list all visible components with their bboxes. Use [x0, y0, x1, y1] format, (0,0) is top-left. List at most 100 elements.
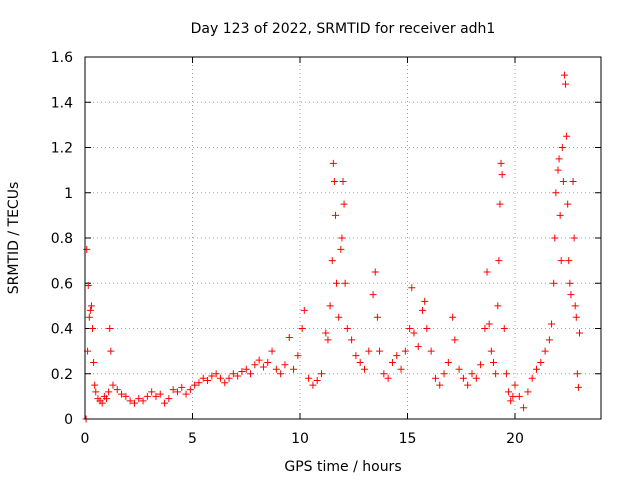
data-point	[178, 383, 186, 391]
data-point	[122, 392, 130, 400]
data-point	[103, 395, 110, 403]
data-point	[524, 388, 532, 396]
data-point	[397, 365, 405, 373]
data-point	[537, 358, 545, 366]
data-point	[199, 374, 207, 382]
data-point	[555, 155, 563, 163]
data-point	[550, 279, 558, 287]
data-point	[565, 257, 573, 265]
data-point	[563, 132, 571, 140]
data-point	[451, 336, 459, 344]
data-point	[564, 200, 572, 208]
data-point	[329, 159, 337, 167]
data-point	[369, 291, 377, 299]
data-point	[485, 320, 493, 328]
y-tick-label: 1.6	[51, 50, 73, 66]
data-point	[393, 352, 401, 360]
data-point	[500, 325, 508, 332]
data-point	[333, 279, 341, 287]
data-point	[326, 302, 334, 310]
data-point	[135, 395, 143, 403]
data-point	[238, 367, 246, 375]
data-point	[105, 388, 113, 396]
data-point	[272, 365, 280, 373]
data-point	[290, 365, 298, 373]
x-tick-label: 0	[81, 431, 90, 447]
grid	[85, 57, 601, 419]
data-point	[371, 268, 379, 276]
data-point	[562, 80, 570, 88]
data-point	[472, 374, 480, 382]
data-point	[515, 392, 523, 400]
data-point	[421, 297, 429, 305]
data-point	[495, 257, 503, 265]
data-point	[554, 166, 562, 174]
data-point	[520, 404, 528, 412]
data-point	[492, 370, 500, 378]
data-point	[281, 361, 289, 369]
data-point	[483, 268, 491, 276]
data-point	[225, 374, 233, 382]
data-point	[247, 370, 255, 378]
data-point	[408, 284, 416, 292]
axis-ticks: 0 0.2 0.4 0.6 0.8 1 1.2 1.4 1.6 0 5 10 15 20	[51, 50, 601, 447]
data-point	[449, 313, 457, 321]
data-point	[444, 358, 452, 366]
data-point	[106, 325, 114, 332]
x-tick-label: 15	[399, 431, 417, 447]
data-point	[566, 279, 574, 287]
data-point	[410, 329, 418, 337]
data-point	[91, 381, 99, 389]
data-point	[494, 302, 502, 310]
data-point	[85, 313, 93, 321]
data-point	[341, 279, 349, 287]
data-point	[551, 234, 559, 242]
data-point	[401, 347, 409, 355]
data-point	[143, 392, 151, 400]
data-point	[298, 325, 306, 332]
data-point	[511, 381, 519, 389]
data-point	[113, 386, 121, 394]
data-point	[318, 370, 325, 378]
data-point	[90, 358, 98, 366]
data-point	[337, 245, 345, 253]
data-point	[208, 372, 216, 380]
data-point	[328, 257, 336, 265]
data-point	[324, 336, 332, 344]
data-point	[464, 381, 472, 389]
y-tick-label: 0.4	[51, 322, 73, 338]
data-point	[505, 388, 513, 396]
data-point	[204, 377, 212, 385]
data-point	[419, 306, 427, 314]
data-point	[384, 374, 392, 382]
data-point	[427, 347, 435, 355]
data-point	[431, 374, 439, 382]
data-point	[242, 365, 250, 373]
data-point	[343, 325, 351, 332]
y-tick-label: 0	[64, 412, 73, 428]
data-point	[109, 381, 117, 389]
data-point	[365, 347, 373, 355]
data-point	[107, 347, 115, 355]
data-point	[423, 325, 431, 332]
data-point	[552, 189, 560, 197]
y-axis-label: SRMTID / TECUs	[6, 182, 22, 295]
data-point	[570, 234, 578, 242]
data-point	[507, 397, 515, 405]
data-point	[156, 390, 164, 398]
data-point	[576, 329, 583, 337]
data-point	[477, 361, 485, 369]
data-point	[277, 370, 285, 378]
data-point	[455, 365, 463, 373]
data-point	[548, 320, 556, 328]
data-point	[305, 374, 313, 382]
data-point	[89, 325, 97, 332]
data-point	[118, 390, 126, 398]
data-point	[84, 282, 92, 290]
y-tick-label: 0.2	[51, 367, 73, 383]
chart-title: Day 123 of 2022, SRMTID for receiver adh…	[191, 21, 496, 37]
data-point	[541, 347, 549, 355]
data-point	[216, 374, 224, 382]
data-point	[212, 370, 220, 378]
y-tick-label: 0.6	[51, 276, 73, 292]
